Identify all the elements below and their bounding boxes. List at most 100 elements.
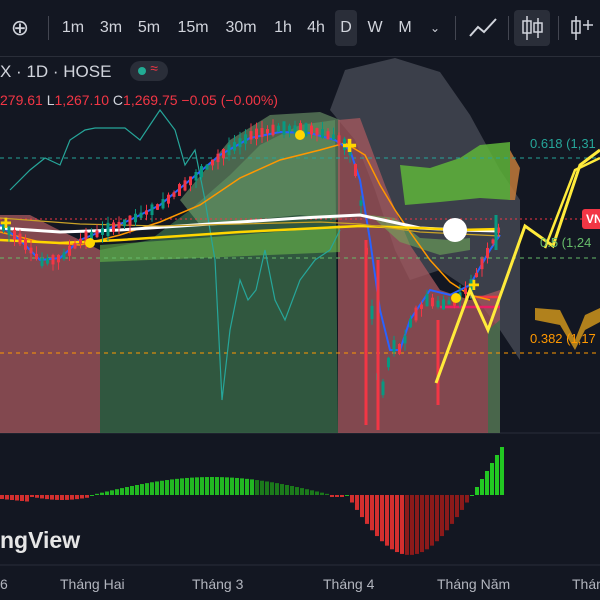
histogram-bar: [10, 495, 14, 500]
interval-4h-button[interactable]: 4h: [307, 19, 325, 36]
candle: [183, 180, 187, 191]
histogram-bar: [280, 484, 284, 495]
candle: [255, 128, 258, 140]
candle: [491, 239, 495, 244]
histogram-bar: [50, 495, 54, 500]
candle: [18, 233, 22, 245]
candle: [486, 247, 489, 258]
histogram-bar: [370, 495, 374, 531]
fib-label-0618: 0.618 (1,31: [530, 136, 596, 151]
price-chart[interactable]: ✚ ✚ ✚: [0, 57, 600, 600]
interval-5m-button[interactable]: 5m: [137, 19, 161, 36]
histogram-bar: [165, 480, 169, 495]
histogram-bar: [455, 495, 459, 518]
chart-type-line-icon[interactable]: [466, 10, 500, 46]
histogram-bar: [85, 495, 89, 498]
histogram-bar: [400, 495, 404, 554]
histogram-bar: [460, 495, 464, 510]
candle: [57, 254, 60, 263]
candle: [436, 300, 440, 308]
candle: [260, 128, 264, 138]
histogram-bar: [275, 483, 279, 495]
histogram-bar: [180, 478, 184, 495]
histogram-bar: [260, 480, 264, 495]
candle: [2, 222, 5, 231]
histogram-bar: [300, 488, 304, 495]
marker-cross: ✚: [0, 216, 12, 232]
candle: [200, 166, 203, 178]
candle: [123, 219, 126, 227]
histogram-bar: [365, 495, 369, 524]
market-status-badge[interactable]: ≈: [130, 60, 169, 81]
candle: [442, 299, 445, 310]
candle: [282, 121, 286, 135]
dropdown-chevron-icon[interactable]: ⌄: [429, 21, 441, 35]
histogram-bar: [110, 490, 114, 495]
candlestick-series: [2, 119, 500, 430]
symbol-label[interactable]: X · 1D · HOSE: [0, 62, 112, 81]
candle: [101, 228, 104, 235]
histogram-bar: [35, 495, 39, 498]
close-value: 1,269.75: [123, 92, 178, 108]
candle: [288, 125, 291, 132]
histogram-bar: [350, 495, 354, 503]
x-axis-label: Tháng Hai: [60, 576, 125, 592]
histogram-bar: [235, 477, 239, 495]
add-symbol-button[interactable]: ⊕: [10, 15, 30, 40]
marker-yellow-dot: [85, 238, 95, 248]
toolbar-divider: [558, 16, 559, 40]
interval-w-button[interactable]: W: [367, 19, 383, 36]
histogram-bar: [150, 482, 154, 495]
histogram-bar: [255, 480, 259, 495]
candle: [139, 212, 143, 218]
histogram-bar: [375, 495, 379, 537]
indicators-icon[interactable]: [566, 10, 596, 46]
candle: [205, 164, 209, 170]
candle: [475, 272, 478, 278]
candle: [95, 230, 99, 238]
histogram-bar: [170, 479, 174, 495]
candle: [420, 304, 423, 309]
price-tag[interactable]: VN: [582, 209, 600, 229]
orange-ma-line: [0, 142, 491, 301]
tradingview-watermark: ngView: [0, 527, 81, 553]
toolbar-divider: [508, 16, 509, 40]
histogram-bar: [40, 495, 44, 499]
interval-1m-button[interactable]: 1m: [61, 19, 85, 36]
candle: [469, 279, 473, 292]
interval-1h-button[interactable]: 1h: [274, 19, 292, 36]
interval-30m-button[interactable]: 30m: [225, 19, 257, 36]
histogram-bar: [385, 495, 389, 546]
histogram-bar: [340, 495, 344, 497]
ichimoku-cloud-red: [510, 150, 520, 200]
interval-d-button[interactable]: D: [335, 10, 357, 46]
histogram-bar: [265, 481, 269, 495]
histogram-bar: [380, 495, 384, 542]
histogram-bar: [355, 495, 359, 510]
chart-legend[interactable]: X · 1D · HOSE ≈: [0, 60, 169, 86]
candles-icon[interactable]: [514, 10, 550, 46]
interval-3m-button[interactable]: 3m: [99, 19, 123, 36]
histogram-bar: [475, 487, 479, 495]
histogram-bar: [285, 484, 289, 495]
histogram-bar: [90, 495, 94, 496]
histogram-bar: [55, 495, 59, 500]
histogram-bar: [345, 495, 349, 496]
histogram-bar: [175, 478, 179, 495]
candle: [90, 231, 93, 241]
histogram-bar: [65, 495, 69, 500]
candle: [51, 254, 55, 265]
candle: [343, 138, 346, 151]
interval-15m-button[interactable]: 15m: [177, 19, 209, 36]
bull-region-small: [488, 320, 500, 433]
x-axis-label: Tháng 3: [192, 576, 244, 592]
candle: [172, 192, 176, 197]
interval-m-button[interactable]: M: [398, 19, 412, 36]
marker-white-circle: [443, 218, 467, 242]
projection-orange: [535, 308, 600, 350]
histogram-bar: [0, 495, 4, 499]
toolbar-divider: [455, 16, 456, 40]
histogram-bar: [5, 495, 9, 500]
toolbar-divider: [48, 16, 49, 40]
candle: [266, 129, 269, 134]
